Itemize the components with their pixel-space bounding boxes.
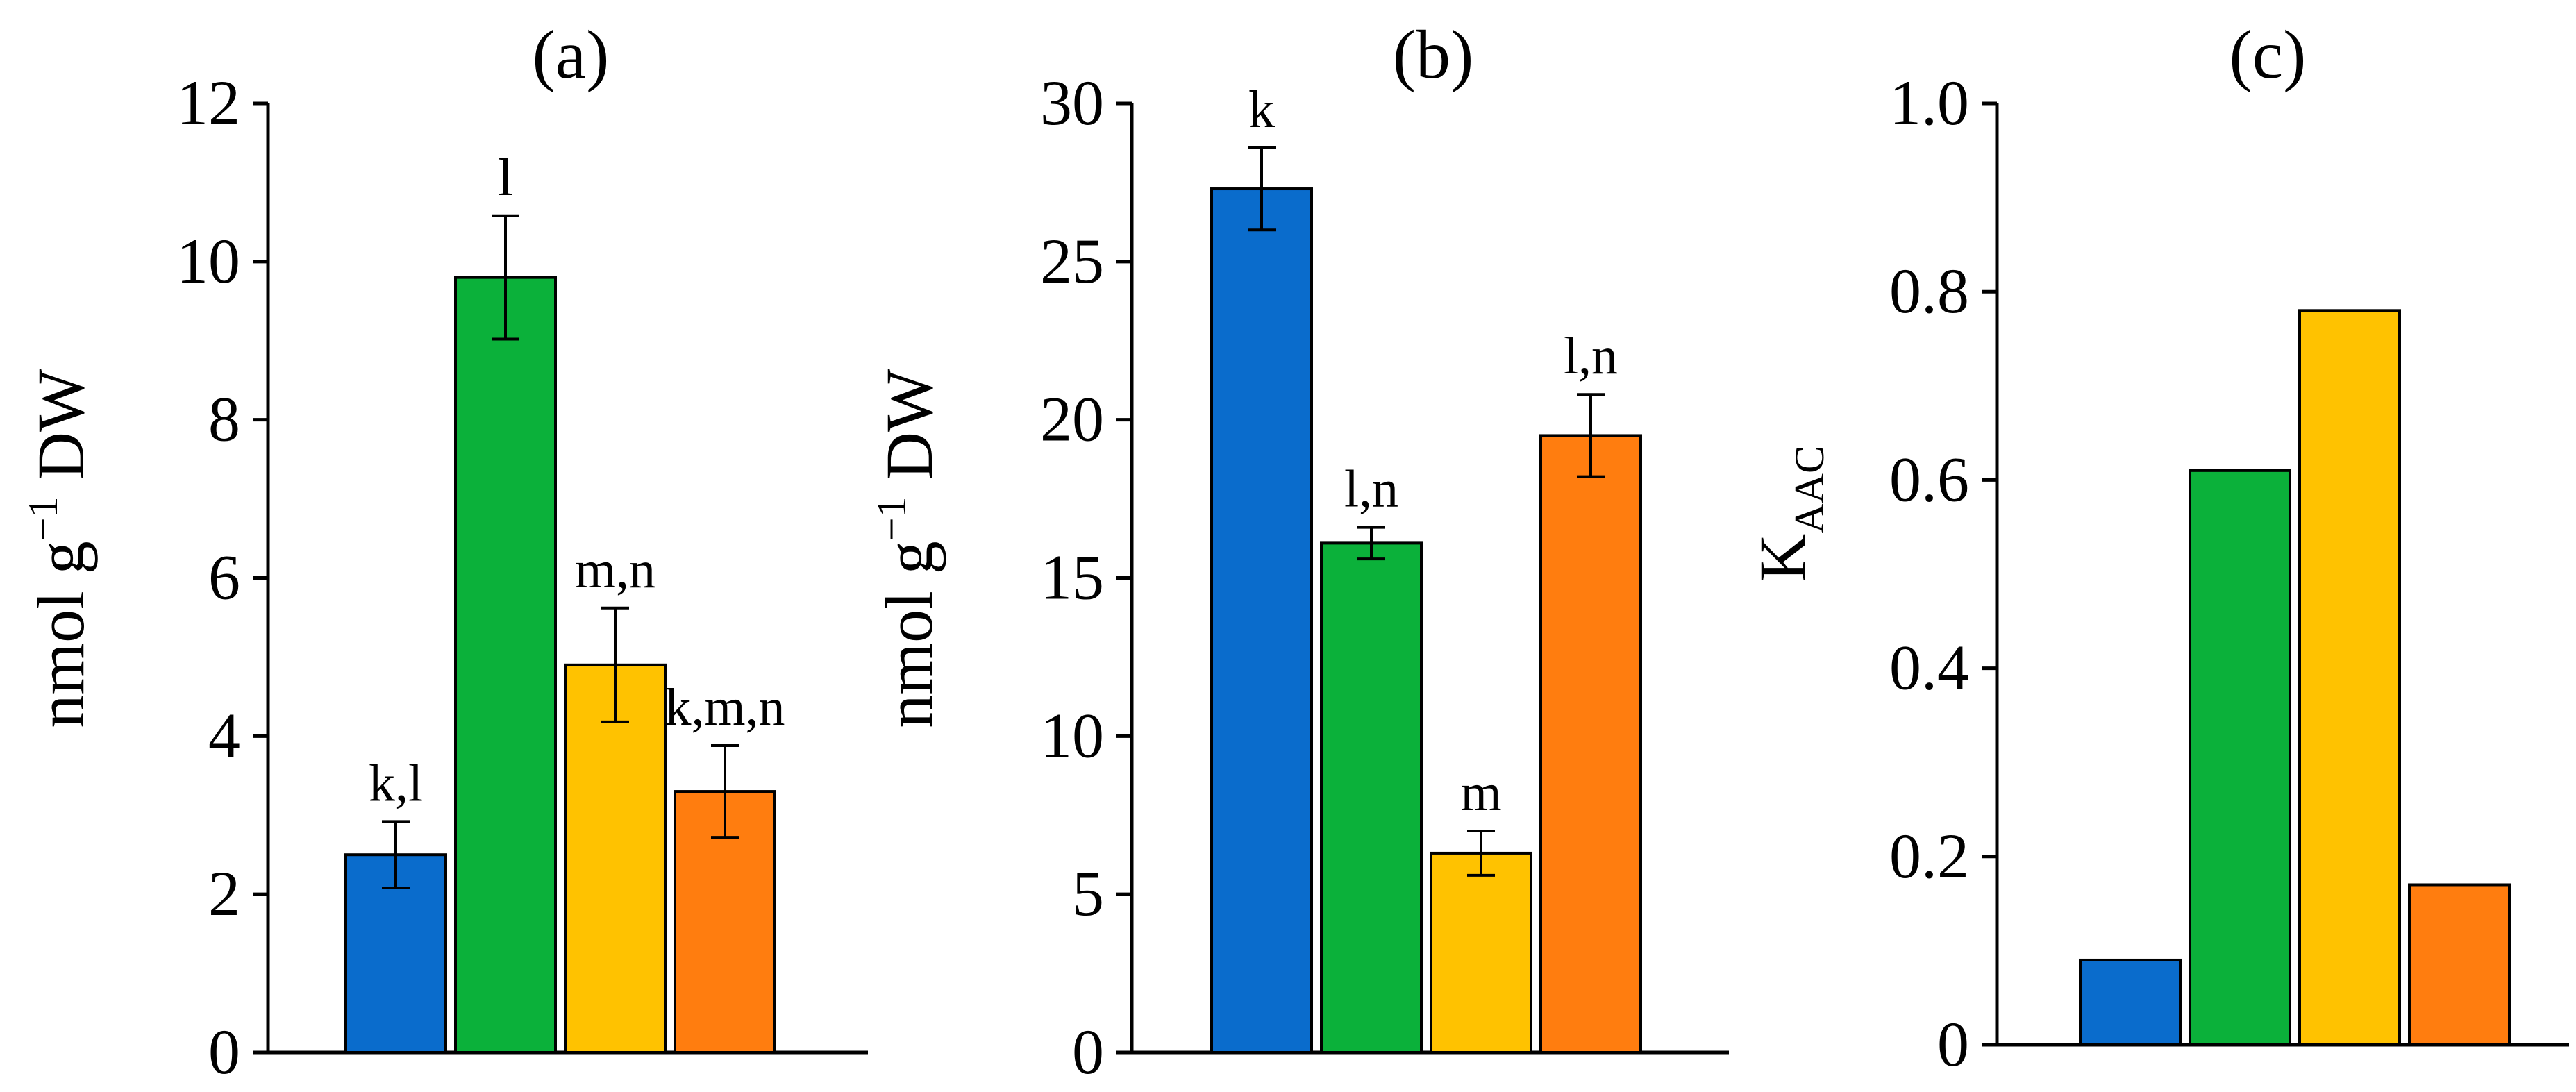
panel-b-ytick-label: 0 [1072, 1016, 1104, 1087]
panel-b-bar-3 [1430, 851, 1532, 1055]
panel-c-ytick-label: 0 [1937, 1009, 1969, 1080]
panel-b-ytick-label: 30 [1040, 67, 1104, 138]
panel-c-bar-3 [2298, 309, 2401, 1047]
panel-a-bar-3 [564, 663, 667, 1054]
panel-b-error-bar-2 [1357, 526, 1385, 561]
panel-a-ytick-label: 10 [176, 226, 240, 296]
panel-a-ytick-label: 6 [208, 542, 240, 613]
panel-a-significance-label-3: m,n [575, 541, 655, 599]
panel-a-ytick-label: 8 [208, 384, 240, 455]
panel-a-ytick-label: 0 [208, 1016, 240, 1087]
panel-b-bar-1 [1210, 187, 1313, 1054]
panel-c-ytick-label: 0.4 [1889, 632, 1969, 703]
panel-a-ytick-label: 4 [208, 700, 240, 771]
panel-b-bar-4 [1539, 434, 1642, 1054]
panel-a-title: (a) [533, 16, 610, 93]
panel-b-significance-label-1: k [1248, 81, 1275, 139]
panel-c-ytick-label: 0.8 [1889, 255, 1969, 326]
panel-b-error-bar-4 [1577, 393, 1605, 478]
panel-a-error-bar-3 [601, 606, 629, 723]
panel-b-significance-label-3: m [1460, 764, 1501, 822]
panel-a-error-bar-1 [382, 820, 410, 890]
panel-a-significance-label-4: k,m,n [664, 678, 785, 737]
panel-b-significance-label-4: l,n [1564, 327, 1618, 385]
panel-a-error-bar-2 [492, 214, 519, 341]
panel-a-significance-label-2: l [498, 149, 512, 207]
panel-b: (b) nmol g−1 DW 0 5 10 15 20 25 30 k l,n m l,n [869, 16, 1729, 1087]
panel-b-bar-2 [1320, 541, 1423, 1054]
panel-c-ytick-label: 1.0 [1889, 67, 1969, 138]
panel-b-ylabel: nmol g−1 DW [869, 369, 946, 728]
panel-a-bar-2 [454, 276, 557, 1054]
panel-c-bar-1 [2079, 958, 2182, 1046]
panel-a-significance-label-1: k,l [369, 754, 423, 812]
panel-c-ytick-label: 0.6 [1889, 444, 1969, 514]
panel-c-ylabel: KAAC [1746, 446, 1832, 582]
panel-a-error-bar-4 [711, 744, 739, 839]
panel-c-bar-2 [2189, 469, 2291, 1046]
panel-c: (c) KAAC 0 0.2 0.4 0.6 0.8 1.0 [1746, 16, 2569, 1080]
panel-b-ytick-label: 15 [1040, 542, 1104, 613]
panel-c-ytick-label: 0.2 [1889, 821, 1969, 891]
panel-b-title: (b) [1393, 16, 1474, 93]
panel-b-ytick-label: 5 [1072, 858, 1104, 929]
panel-c-bar-4 [2408, 883, 2511, 1046]
panel-a: (a) nmol g−1 DW 0 2 4 6 8 10 12 k,l l m,n k,m,n [20, 16, 868, 1087]
panel-a-ytick-label: 2 [208, 858, 240, 929]
panel-a-ylabel: nmol g−1 DW [20, 369, 98, 728]
panel-b-ytick-label: 10 [1040, 700, 1104, 771]
panel-b-error-bar-3 [1467, 830, 1495, 877]
panel-c-title: (c) [2230, 16, 2307, 93]
panel-b-significance-label-2: l,n [1344, 460, 1398, 519]
panel-a-ytick-label: 12 [176, 67, 240, 138]
panel-b-ytick-label: 20 [1040, 384, 1104, 455]
panel-b-ytick-label: 25 [1040, 226, 1104, 296]
panel-b-error-bar-1 [1248, 146, 1276, 232]
